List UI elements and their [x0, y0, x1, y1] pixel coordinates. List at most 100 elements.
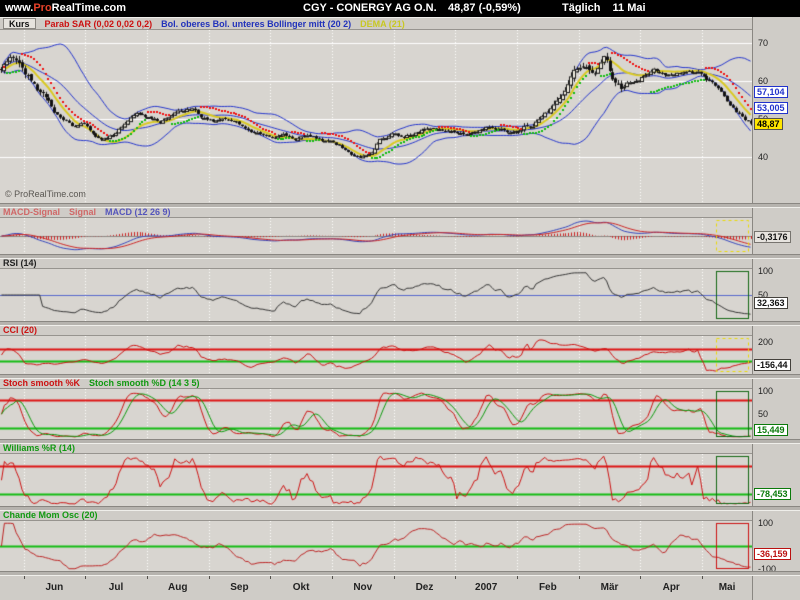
stoch-last-value: 15,449: [754, 424, 788, 436]
panel-resize-handle[interactable]: [0, 439, 800, 444]
date-label: 11 Mai: [612, 2, 646, 14]
bollinger-mid-value: 53,005: [754, 102, 788, 114]
macd-last-value: -0,3176: [754, 231, 791, 243]
rsi-last-value: 32,363: [754, 297, 788, 309]
legend-macd-item-0[interactable]: MACD-Signal: [3, 207, 60, 217]
stochastic-legend: Stoch smooth %K Stoch smooth %D (14 3 5): [3, 378, 200, 388]
cmo-plot[interactable]: [0, 521, 752, 571]
price-tick-70: 70: [758, 38, 769, 48]
rsi-plot[interactable]: [0, 269, 752, 321]
cci-last-value: -156,44: [754, 359, 791, 371]
month-label-Dez: Dez: [415, 582, 434, 593]
price-chart-plot[interactable]: [0, 30, 752, 203]
stoch-tick-50: 50: [758, 409, 769, 419]
panel-resize-handle[interactable]: [0, 203, 800, 208]
price-tick-40: 40: [758, 152, 769, 162]
month-label-2007: 2007: [475, 582, 498, 593]
logo-rest: RealTime.com: [51, 2, 127, 14]
cci-tick-200: 200: [758, 337, 774, 347]
watermark: © ProRealTime.com: [5, 189, 86, 199]
month-tick: [640, 575, 641, 579]
month-tick: [455, 575, 456, 579]
last-price-value: 48,87: [754, 118, 783, 130]
macd-legend: MACD-Signal Signal MACD (12 26 9): [3, 207, 171, 217]
bollinger-upper-value: 57,104: [754, 86, 788, 98]
cmo-panel: Chande Mom Osc (20): [0, 509, 752, 571]
month-label-Mär: Mär: [600, 582, 619, 593]
month-label-Jul: Jul: [108, 582, 124, 593]
macd-panel: MACD-Signal Signal MACD (12 26 9): [0, 206, 752, 254]
month-tick: [147, 575, 148, 579]
price-panel-header[interactable]: Kurs Parab SAR (0,02 0,02 0,2) Bol. obere…: [0, 17, 752, 30]
last-price: 48,87: [448, 2, 476, 14]
legend-williams-item-0[interactable]: Williams %R (14): [3, 443, 75, 453]
month-label-Sep: Sep: [230, 582, 249, 593]
rsi-legend: RSI (14): [3, 258, 37, 268]
timeframe-label: Täglich: [562, 2, 601, 14]
logo-www: www.: [5, 2, 34, 14]
legend-stoch-item-1[interactable]: Stoch smooth %D (14 3 5): [89, 378, 200, 388]
rsi-tick-50: 50: [758, 290, 769, 300]
rsi-panel: RSI (14): [0, 257, 752, 321]
price-legend: Parab SAR (0,02 0,02 0,2) Bol. oberes Bol…: [45, 19, 405, 29]
price-tick-60: 60: [758, 76, 769, 86]
macd-plot[interactable]: [0, 218, 752, 254]
month-label-Feb: Feb: [538, 582, 557, 593]
rsi-tick-100: 100: [758, 266, 774, 276]
panel-resize-handle[interactable]: [0, 374, 800, 379]
price-change: (-0,59%): [478, 2, 521, 14]
month-tick: [24, 575, 25, 579]
williams-legend: Williams %R (14): [3, 443, 75, 453]
instrument-title: CGY - CONERGY AG O.N.: [303, 2, 437, 14]
williams-panel: Williams %R (14): [0, 442, 752, 506]
legend-cci-item-0[interactable]: CCI (20): [3, 325, 38, 335]
month-tick: [209, 575, 210, 579]
tab-kurs[interactable]: Kurs: [3, 18, 36, 29]
month-tick: [579, 575, 580, 579]
cmo-legend: Chande Mom Osc (20): [3, 510, 98, 520]
panel-resize-handle[interactable]: [0, 571, 800, 576]
legend-rsi-item-0[interactable]: RSI (14): [3, 258, 37, 268]
williams-plot[interactable]: [0, 454, 752, 506]
month-tick: [394, 575, 395, 579]
cci-panel: CCI (20): [0, 324, 752, 374]
cmo-last-value: -36,159: [754, 548, 791, 560]
price-axis-gutter[interactable]: 7060504057,10453,00548,87-0,31761005032,…: [752, 17, 800, 600]
month-tick: [270, 575, 271, 579]
cci-plot[interactable]: [0, 336, 752, 374]
panel-resize-handle[interactable]: [0, 506, 800, 511]
month-label-Aug: Aug: [167, 582, 188, 593]
stochastic-plot[interactable]: [0, 389, 752, 439]
quote: 48,87 (-0,59%): [448, 0, 521, 17]
month-tick: [85, 575, 86, 579]
legend-macd-item-2[interactable]: MACD (12 26 9): [105, 207, 171, 217]
legend-stoch-item-0[interactable]: Stoch smooth %K: [3, 378, 81, 388]
cci-legend: CCI (20): [3, 325, 37, 335]
legend-main-item-2[interactable]: DEMA (21): [360, 18, 405, 29]
cmo-tick-100: 100: [758, 518, 774, 528]
cmo-tick--100: -100: [758, 564, 777, 574]
month-tick: [517, 575, 518, 579]
logo-pro: Pro: [33, 2, 52, 14]
timeframe-info: Täglich 11 Mai: [562, 0, 646, 17]
time-axis[interactable]: Jun Jul Aug Sep Okt Nov Dez 2007 Feb Mär Apr Mai: [0, 574, 752, 600]
month-label-Nov: Nov: [353, 582, 373, 593]
month-tick: [702, 575, 703, 579]
month-label-Mai: Mai: [718, 582, 736, 593]
legend-main-item-0[interactable]: Parab SAR (0,02 0,02 0,2): [44, 18, 153, 29]
legend-macd-item-1[interactable]: Signal: [69, 207, 97, 217]
panel-resize-handle[interactable]: [0, 321, 800, 326]
month-tick: [332, 575, 333, 579]
stoch-tick-100: 100: [758, 386, 774, 396]
legend-main-item-1[interactable]: Bol. oberes Bol. unteres Bollinger mitt …: [161, 18, 352, 29]
prorealtime-logo[interactable]: www.ProRealTime.com: [5, 0, 126, 17]
price-panel: Kurs Parab SAR (0,02 0,02 0,2) Bol. obere…: [0, 17, 752, 203]
panel-resize-handle[interactable]: [0, 254, 800, 259]
month-label-Apr: Apr: [662, 582, 680, 593]
williams-last-value: -78,453: [754, 488, 791, 500]
legend-cmo-item-0[interactable]: Chande Mom Osc (20): [3, 510, 98, 520]
topbar: www.ProRealTime.com CGY - CONERGY AG O.N…: [0, 0, 800, 17]
month-label-Jun: Jun: [45, 582, 64, 593]
stochastic-panel: Stoch smooth %K Stoch smooth %D (14 3 5): [0, 377, 752, 439]
